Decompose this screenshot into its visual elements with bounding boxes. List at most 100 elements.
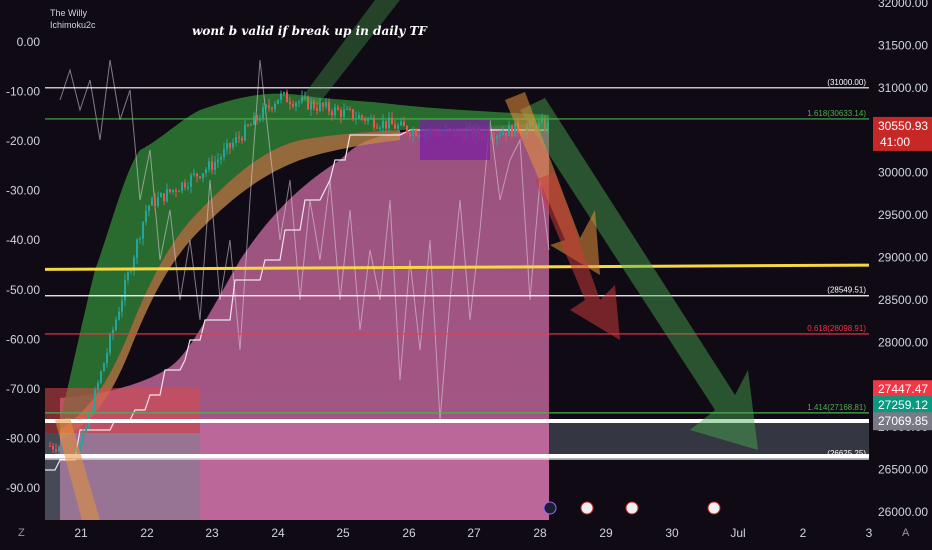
- candle-body: [502, 132, 504, 136]
- level-label: (31000.00): [827, 78, 866, 87]
- candle-body: [178, 190, 180, 192]
- event-flash-icon: [543, 501, 557, 515]
- auto-scale-button[interactable]: A: [902, 527, 910, 539]
- event-icons[interactable]: [543, 501, 721, 515]
- x-tick-label: 24: [271, 526, 285, 540]
- level-label: (28549.51): [827, 286, 866, 295]
- candle-body: [223, 148, 225, 158]
- right-tick-label: 26000.00: [878, 505, 928, 519]
- candle-body: [313, 101, 315, 109]
- candle-body: [346, 108, 348, 110]
- candle-body: [190, 175, 192, 187]
- candle-body: [199, 176, 201, 179]
- event-us-flag-icon: [707, 501, 721, 515]
- candle-body: [298, 101, 300, 103]
- candle-body: [343, 109, 345, 118]
- event-us-flag-icon: [580, 501, 594, 515]
- candle-body: [238, 137, 240, 139]
- candle-body: [370, 117, 372, 119]
- candle-body: [163, 193, 165, 202]
- candle-body: [310, 101, 312, 110]
- annotation-text: wont b valid if break up in daily TF: [192, 24, 427, 38]
- right-tick-label: 29500.00: [878, 208, 928, 222]
- candle-body: [115, 319, 117, 330]
- candle-body: [124, 279, 126, 301]
- candle-body: [268, 105, 270, 108]
- candle-body: [280, 93, 282, 100]
- price-badge-countdown: 41:00: [880, 135, 910, 149]
- x-axis: 21 22 23 24 25 26 27 28 29 30 Jul 2 3: [74, 526, 872, 540]
- arrow-green-top: [300, 0, 400, 105]
- candle-body: [274, 103, 276, 110]
- candle-body: [262, 107, 264, 120]
- candle-body: [133, 257, 135, 272]
- candle-body: [382, 120, 384, 128]
- candle-body: [277, 99, 279, 104]
- x-tick-label: 26: [402, 526, 416, 540]
- candle-body: [169, 189, 171, 192]
- candle-body: [373, 117, 375, 128]
- candle-body: [166, 189, 168, 202]
- candle-body: [229, 143, 231, 148]
- candle-body: [154, 198, 156, 207]
- candle-body: [409, 132, 411, 137]
- right-tick-label: 31000.00: [878, 81, 928, 95]
- right-tick-label: 28500.00: [878, 293, 928, 307]
- candle-body: [391, 117, 393, 125]
- candle-body: [361, 115, 363, 119]
- candle-body: [220, 157, 222, 160]
- candle-body: [139, 238, 141, 240]
- left-tick-label: -20.00: [6, 134, 40, 148]
- candle-body: [256, 115, 258, 121]
- price-badges: 30550.93 41:00 27447.47 27259.12 27069.85: [873, 116, 932, 431]
- candle-body: [55, 449, 57, 452]
- right-tick-label: 32000.00: [878, 0, 928, 10]
- candle-body: [265, 105, 267, 108]
- price-badge: [873, 396, 932, 415]
- candle-body: [511, 125, 513, 137]
- candle-body: [376, 127, 378, 129]
- left-tick-label: -50.00: [6, 283, 40, 297]
- candle-body: [304, 96, 306, 98]
- left-tick-label: -40.00: [6, 233, 40, 247]
- candle-body: [172, 190, 174, 192]
- candle-body: [97, 382, 99, 390]
- purple-zone: [420, 120, 490, 160]
- timezone-button[interactable]: Z: [18, 527, 25, 539]
- candle-body: [103, 363, 105, 372]
- candle-body: [358, 115, 360, 119]
- candle-body: [151, 198, 153, 206]
- right-tick-label: 26500.00: [878, 463, 928, 477]
- willy-line: [59, 59, 550, 421]
- candle-body: [289, 102, 291, 105]
- candle-body: [394, 124, 396, 129]
- candle-body: [217, 159, 219, 163]
- candle-body: [106, 352, 108, 364]
- x-tick-label: 23: [205, 526, 219, 540]
- pink-zone-left: [200, 420, 549, 520]
- price-badge: [873, 116, 932, 151]
- x-tick-label: Jul: [730, 526, 745, 540]
- candle-body: [175, 190, 177, 192]
- candle-body: [397, 125, 399, 129]
- left-tick-label: -70.00: [6, 382, 40, 396]
- left-tick-label: -80.00: [6, 431, 40, 445]
- candle-body: [250, 124, 252, 126]
- x-tick-label: 3: [866, 526, 873, 540]
- candle-body: [226, 143, 228, 149]
- price-badge-label: 27069.85: [878, 414, 928, 428]
- candle-body: [58, 447, 60, 452]
- right-tick-label: 28000.00: [878, 335, 928, 349]
- price-badge-label: 30550.93: [878, 119, 928, 133]
- candle-body: [496, 135, 498, 140]
- candle-body: [499, 135, 501, 137]
- candle-body: [295, 102, 297, 107]
- candle-body: [232, 142, 234, 148]
- candle-body: [118, 311, 120, 320]
- candle-body: [385, 120, 387, 129]
- candle-body: [109, 334, 111, 353]
- candle-body: [418, 135, 420, 137]
- candle-body: [544, 119, 546, 131]
